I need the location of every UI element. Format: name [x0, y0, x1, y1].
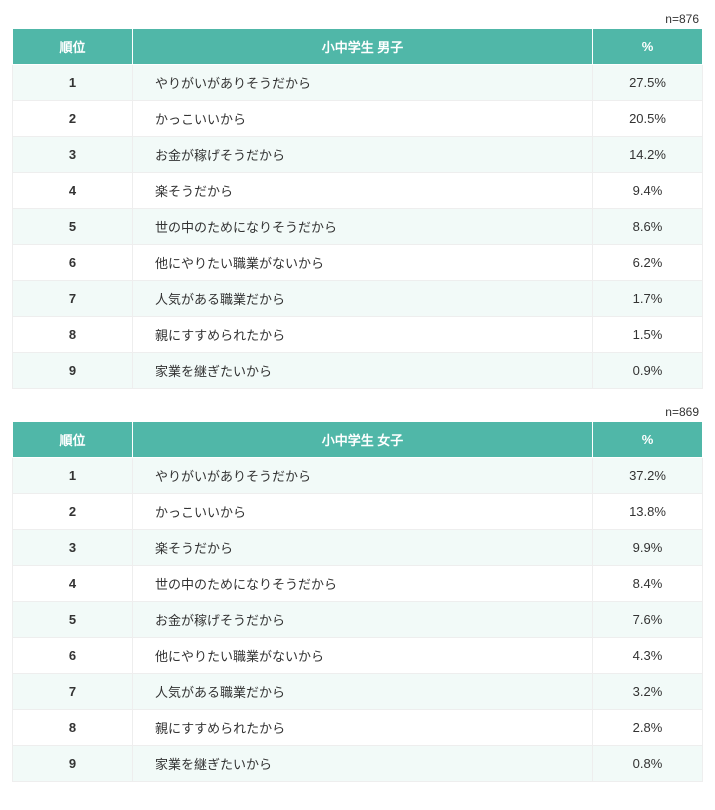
col-header-rank: 順位 [13, 29, 133, 65]
table-block-1: n=869順位小中学生 女子%1やりがいがありそうだから37.2%2かっこいいか… [12, 405, 703, 782]
pct-cell: 20.5% [593, 101, 703, 137]
reason-cell: お金が稼げそうだから [133, 602, 593, 638]
ranking-table: 順位小中学生 女子%1やりがいがありそうだから37.2%2かっこいいから13.8… [12, 421, 703, 782]
page-root: n=876順位小中学生 男子%1やりがいがありそうだから27.5%2かっこいいか… [12, 12, 703, 782]
table-row: 9家業を継ぎたいから0.8% [13, 746, 703, 782]
pct-cell: 4.3% [593, 638, 703, 674]
pct-cell: 0.8% [593, 746, 703, 782]
table-row: 3楽そうだから9.9% [13, 530, 703, 566]
rank-cell: 5 [13, 209, 133, 245]
reason-cell: 他にやりたい職業がないから [133, 638, 593, 674]
pct-cell: 1.7% [593, 281, 703, 317]
table-row: 3お金が稼げそうだから14.2% [13, 137, 703, 173]
table-block-0: n=876順位小中学生 男子%1やりがいがありそうだから27.5%2かっこいいか… [12, 12, 703, 389]
table-row: 4楽そうだから9.4% [13, 173, 703, 209]
rank-cell: 2 [13, 494, 133, 530]
rank-cell: 2 [13, 101, 133, 137]
reason-cell: 親にすすめられたから [133, 710, 593, 746]
rank-cell: 5 [13, 602, 133, 638]
col-header-pct: % [593, 422, 703, 458]
rank-cell: 6 [13, 245, 133, 281]
pct-cell: 6.2% [593, 245, 703, 281]
table-row: 8親にすすめられたから1.5% [13, 317, 703, 353]
pct-cell: 7.6% [593, 602, 703, 638]
pct-cell: 9.9% [593, 530, 703, 566]
rank-cell: 4 [13, 173, 133, 209]
reason-cell: 楽そうだから [133, 530, 593, 566]
reason-cell: 世の中のためになりそうだから [133, 566, 593, 602]
sample-size-label: n=869 [12, 405, 703, 419]
rank-cell: 1 [13, 458, 133, 494]
rank-cell: 9 [13, 353, 133, 389]
pct-cell: 37.2% [593, 458, 703, 494]
pct-cell: 27.5% [593, 65, 703, 101]
table-row: 1やりがいがありそうだから27.5% [13, 65, 703, 101]
rank-cell: 7 [13, 281, 133, 317]
pct-cell: 14.2% [593, 137, 703, 173]
table-row: 7人気がある職業だから1.7% [13, 281, 703, 317]
reason-cell: 親にすすめられたから [133, 317, 593, 353]
reason-cell: やりがいがありそうだから [133, 458, 593, 494]
col-header-subject: 小中学生 男子 [133, 29, 593, 65]
rank-cell: 8 [13, 317, 133, 353]
rank-cell: 8 [13, 710, 133, 746]
pct-cell: 9.4% [593, 173, 703, 209]
sample-size-label: n=876 [12, 12, 703, 26]
pct-cell: 1.5% [593, 317, 703, 353]
reason-cell: 家業を継ぎたいから [133, 746, 593, 782]
ranking-table: 順位小中学生 男子%1やりがいがありそうだから27.5%2かっこいいから20.5… [12, 28, 703, 389]
rank-cell: 4 [13, 566, 133, 602]
rank-cell: 1 [13, 65, 133, 101]
reason-cell: 楽そうだから [133, 173, 593, 209]
reason-cell: かっこいいから [133, 101, 593, 137]
reason-cell: かっこいいから [133, 494, 593, 530]
reason-cell: お金が稼げそうだから [133, 137, 593, 173]
reason-cell: 世の中のためになりそうだから [133, 209, 593, 245]
table-row: 6他にやりたい職業がないから6.2% [13, 245, 703, 281]
rank-cell: 7 [13, 674, 133, 710]
table-row: 1やりがいがありそうだから37.2% [13, 458, 703, 494]
table-row: 2かっこいいから20.5% [13, 101, 703, 137]
col-header-subject: 小中学生 女子 [133, 422, 593, 458]
table-row: 5世の中のためになりそうだから8.6% [13, 209, 703, 245]
reason-cell: やりがいがありそうだから [133, 65, 593, 101]
table-row: 9家業を継ぎたいから0.9% [13, 353, 703, 389]
col-header-pct: % [593, 29, 703, 65]
pct-cell: 2.8% [593, 710, 703, 746]
reason-cell: 人気がある職業だから [133, 281, 593, 317]
reason-cell: 他にやりたい職業がないから [133, 245, 593, 281]
rank-cell: 3 [13, 137, 133, 173]
pct-cell: 8.4% [593, 566, 703, 602]
reason-cell: 人気がある職業だから [133, 674, 593, 710]
col-header-rank: 順位 [13, 422, 133, 458]
reason-cell: 家業を継ぎたいから [133, 353, 593, 389]
table-row: 8親にすすめられたから2.8% [13, 710, 703, 746]
table-row: 5お金が稼げそうだから7.6% [13, 602, 703, 638]
table-row: 4世の中のためになりそうだから8.4% [13, 566, 703, 602]
table-row: 7人気がある職業だから3.2% [13, 674, 703, 710]
rank-cell: 9 [13, 746, 133, 782]
pct-cell: 3.2% [593, 674, 703, 710]
rank-cell: 6 [13, 638, 133, 674]
pct-cell: 13.8% [593, 494, 703, 530]
rank-cell: 3 [13, 530, 133, 566]
pct-cell: 8.6% [593, 209, 703, 245]
table-row: 2かっこいいから13.8% [13, 494, 703, 530]
table-row: 6他にやりたい職業がないから4.3% [13, 638, 703, 674]
pct-cell: 0.9% [593, 353, 703, 389]
